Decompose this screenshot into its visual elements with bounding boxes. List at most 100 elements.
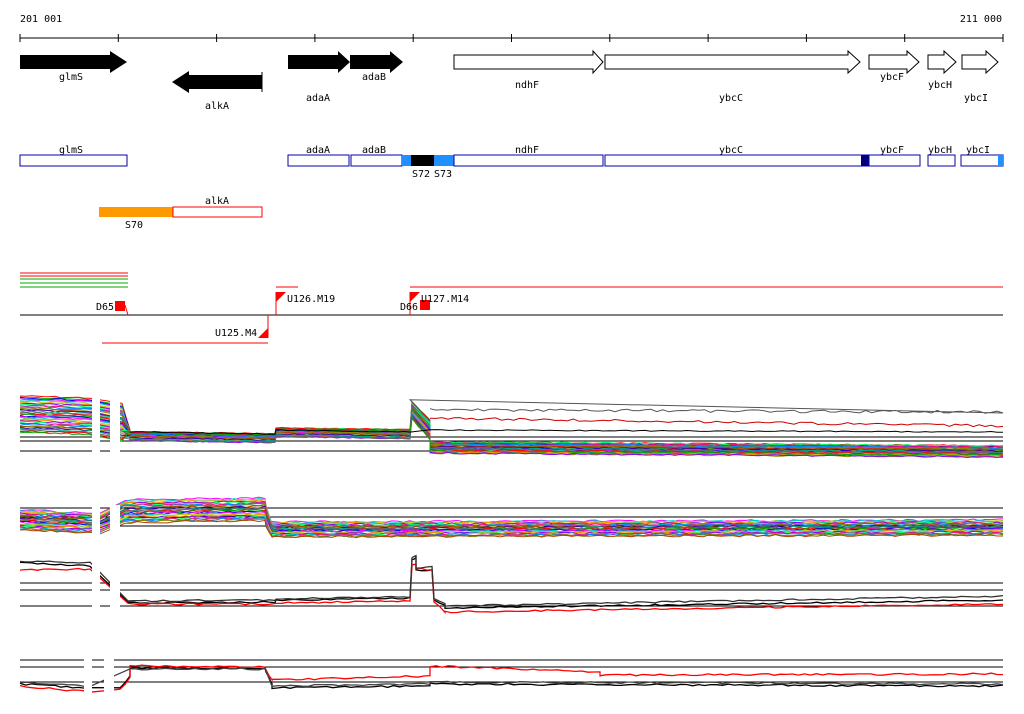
- gene-arrow-icon[interactable]: [961, 49, 999, 75]
- expression-line: [19, 415, 1004, 454]
- expression-line: [429, 417, 1004, 428]
- expression-line: [19, 503, 1004, 530]
- box-label-alkA: alkA: [205, 196, 229, 207]
- expression-line: [19, 501, 1004, 528]
- site-flag-icon[interactable]: [276, 292, 286, 302]
- gene-label-adaA: adaA: [306, 93, 330, 104]
- segment-box-s73[interactable]: [434, 155, 454, 166]
- gene-box-ybcH[interactable]: [927, 154, 956, 167]
- gene-box-adaB[interactable]: [350, 154, 403, 167]
- ruler-ticks: [19, 34, 1004, 42]
- gene-label-ybcF: ybcF: [880, 72, 904, 83]
- gene-box-ybcC[interactable]: [604, 154, 921, 167]
- expression-line: [19, 666, 1004, 690]
- expression-panel-1: [19, 395, 1004, 459]
- gap-mask: [92, 505, 100, 540]
- start-coordinate: 201 001: [20, 14, 62, 25]
- gap-mask: [104, 655, 114, 700]
- gene-arrow-icon[interactable]: [868, 49, 920, 75]
- expression-line: [19, 514, 1004, 536]
- expression-lines: [19, 496, 1004, 539]
- segment-box-s72[interactable]: [411, 155, 434, 166]
- gene-arrow-icon[interactable]: [604, 49, 861, 75]
- expression-line: [19, 414, 1003, 453]
- expression-line: [19, 519, 1003, 539]
- expression-line: [19, 506, 1004, 531]
- gene-arrow-icon[interactable]: [20, 51, 127, 73]
- expression-panel-4: [19, 659, 1004, 693]
- expression-line: [408, 399, 1004, 422]
- box-label-adaA: adaA: [306, 145, 330, 156]
- expression-line: [20, 508, 1004, 532]
- segment-box-dark[interactable]: [861, 155, 869, 166]
- site-label-d65: D65: [96, 302, 114, 313]
- gene-label-ybcC: ybcC: [719, 93, 743, 104]
- expression-line: [19, 414, 1004, 450]
- transcript-track: D65 U126.M19 U125.M4 U127.M14 D66: [20, 272, 1003, 344]
- gene-label-ndhF: ndhF: [515, 80, 539, 91]
- box-label-ybcH: ybcH: [928, 145, 952, 156]
- gene-label-adaB: adaB: [362, 72, 386, 83]
- expression-line: [19, 554, 1004, 607]
- gene-arrow-track: glmS alkA adaA adaB ndhF ybcC ybcF ybcH …: [20, 49, 999, 112]
- box-label-ybcF: ybcF: [880, 145, 904, 156]
- segment-label-s72: S72: [412, 169, 430, 180]
- gap-mask: [110, 505, 120, 540]
- gene-box-glmS[interactable]: [19, 154, 128, 167]
- box-label-ndhF: ndhF: [515, 145, 539, 156]
- expression-lines: [19, 395, 1004, 459]
- gap-mask: [110, 396, 120, 456]
- box-label-adaB: adaB: [362, 145, 386, 156]
- gene-box-ndhF[interactable]: [453, 154, 604, 167]
- expression-line: [19, 414, 1004, 451]
- box-label-ybcC: ybcC: [719, 145, 743, 156]
- gap-mask: [110, 560, 120, 610]
- expression-line: [129, 429, 1004, 435]
- box-label-glmS: glmS: [59, 145, 83, 156]
- gene-arrow-icon[interactable]: [172, 71, 262, 93]
- gene-label-glmS: glmS: [59, 72, 83, 83]
- site-label-u127: U127.M14: [421, 294, 469, 305]
- expression-lines: [19, 554, 1004, 614]
- gene-arrow-icon[interactable]: [288, 51, 350, 73]
- expression-line: [19, 664, 1004, 693]
- gap-mask: [84, 655, 92, 700]
- site-label-u126: U126.M19: [287, 294, 335, 305]
- expression-lines: [19, 664, 1004, 693]
- expression-line: [19, 667, 1004, 688]
- expression-line: [19, 556, 1004, 609]
- expression-panel-3: [19, 554, 1004, 614]
- gap-mask: [92, 396, 100, 456]
- site-flag-icon[interactable]: [410, 292, 420, 302]
- gap-mask: [92, 560, 100, 610]
- segment-box-s70[interactable]: [99, 207, 173, 217]
- segment-label-s70: S70: [125, 220, 143, 231]
- gene-box-alkA[interactable]: [172, 206, 263, 218]
- gene-arrow-icon[interactable]: [453, 49, 604, 75]
- segment-box[interactable]: [402, 155, 411, 166]
- end-coordinate: 211 000: [960, 14, 1002, 25]
- segment-label-s73: S73: [434, 169, 452, 180]
- gene-arrow-icon[interactable]: [927, 49, 957, 75]
- expression-line: [19, 563, 1004, 614]
- gene-label-ybcH: ybcH: [928, 80, 952, 91]
- segment-box-end[interactable]: [998, 155, 1003, 166]
- site-label-u125: U125.M4: [215, 328, 257, 339]
- site-flag-icon[interactable]: [258, 328, 268, 338]
- reverse-box-track: alkA S70: [99, 196, 263, 231]
- gap-masks: [84, 396, 120, 700]
- gene-arrow-icon[interactable]: [350, 51, 403, 73]
- box-label-ybcI: ybcI: [966, 145, 990, 156]
- gene-box-ybcI[interactable]: [960, 154, 1004, 167]
- gene-label-alkA: alkA: [205, 101, 229, 112]
- gene-label-ybcI: ybcI: [964, 93, 988, 104]
- site-marker-u127[interactable]: [420, 300, 430, 310]
- expression-panel-2: [19, 496, 1004, 539]
- gene-box-adaA[interactable]: [287, 154, 350, 167]
- coordinate-ruler: 201 001 211 000: [19, 14, 1004, 42]
- gene-box-track: glmS adaA adaB ndhF ybcC ybcF ybcH ybcI …: [19, 145, 1004, 180]
- site-label-d66: D66: [400, 302, 418, 313]
- site-marker-d65[interactable]: [115, 301, 125, 311]
- expression-line: [19, 416, 1004, 457]
